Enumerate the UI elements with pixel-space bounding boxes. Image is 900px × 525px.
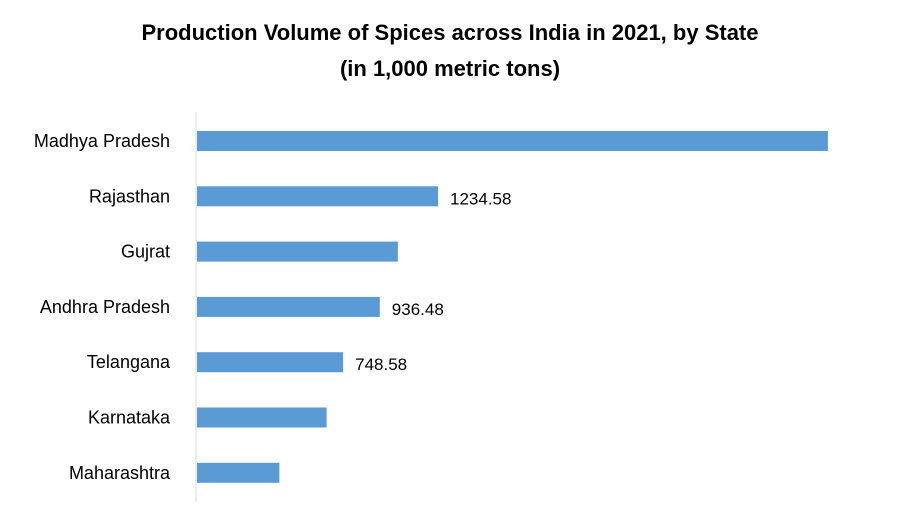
bar [197,131,828,151]
bar [197,186,438,207]
category-label: Telangana [87,352,171,372]
category-label: Madhya Pradesh [34,131,170,151]
data-label: 936.48 [392,300,444,319]
bar [197,296,380,317]
category-label: Karnataka [88,408,171,428]
data-label: 748.58 [355,355,407,374]
chart-title: Production Volume of Spices across India… [141,20,759,45]
category-label: Rajasthan [89,186,170,206]
bar [197,407,327,428]
chart-subtitle: (in 1,000 metric tons) [339,56,561,81]
category-label: Andhra Pradesh [40,297,170,317]
data-label: 1234.58 [450,189,511,208]
category-label: Gujrat [121,242,170,262]
category-label: Maharashtra [69,463,171,483]
bar [197,462,280,483]
bar [197,241,398,262]
bar [197,352,344,373]
